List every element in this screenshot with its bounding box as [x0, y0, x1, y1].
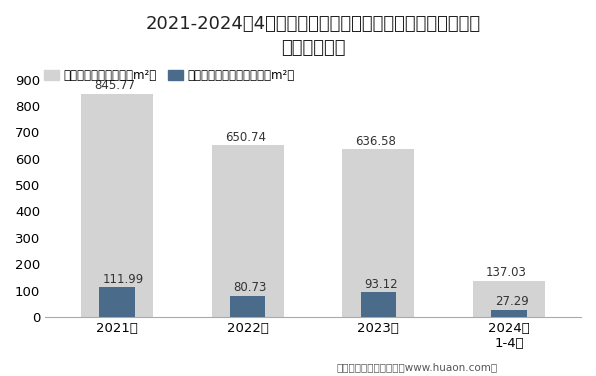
Title: 2021-2024年4月宁夏回族自治区房地产商品住宅及商品住宅
现房销售面积: 2021-2024年4月宁夏回族自治区房地产商品住宅及商品住宅 现房销售面积	[145, 15, 480, 57]
Text: 制图：华经产业研究院（www.huaon.com）: 制图：华经产业研究院（www.huaon.com）	[337, 362, 498, 372]
Text: 27.29: 27.29	[495, 295, 529, 308]
Text: 93.12: 93.12	[364, 278, 398, 291]
Legend: 商品住宅销售面积（万m²）, 商品住宅现房销售面积（万m²）: 商品住宅销售面积（万m²）, 商品住宅现房销售面积（万m²）	[40, 64, 299, 86]
Text: 111.99: 111.99	[103, 273, 144, 286]
Bar	[492, 310, 527, 317]
Bar	[100, 287, 135, 317]
Bar	[212, 146, 284, 317]
Bar	[230, 296, 265, 317]
Text: 137.03: 137.03	[486, 266, 527, 279]
Bar	[343, 149, 414, 317]
Bar	[473, 281, 545, 317]
Text: 636.58: 636.58	[355, 135, 396, 147]
Bar	[81, 94, 153, 317]
Text: 650.74: 650.74	[225, 131, 266, 144]
Text: 845.77: 845.77	[94, 79, 135, 92]
Bar	[361, 292, 396, 317]
Text: 80.73: 80.73	[234, 281, 267, 294]
